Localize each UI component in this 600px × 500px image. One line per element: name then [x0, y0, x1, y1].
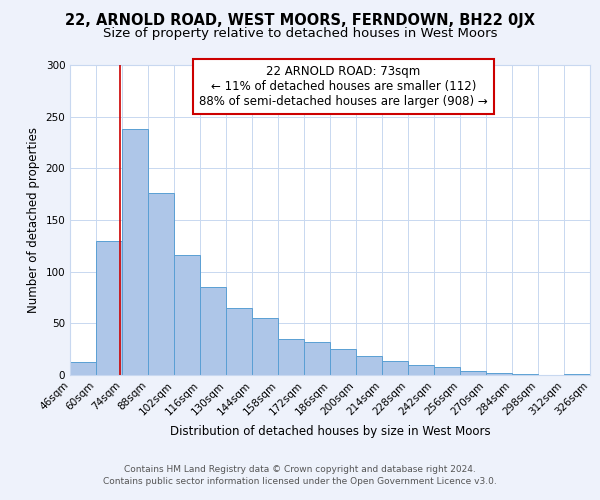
Bar [330, 349, 356, 375]
Bar [460, 371, 487, 375]
Bar [565, 374, 590, 375]
X-axis label: Distribution of detached houses by size in West Moors: Distribution of detached houses by size … [170, 425, 491, 438]
Bar [174, 255, 200, 375]
Bar [148, 193, 174, 375]
Bar [487, 373, 512, 375]
Bar [278, 339, 304, 375]
Text: Contains public sector information licensed under the Open Government Licence v3: Contains public sector information licen… [103, 477, 497, 486]
Text: 22 ARNOLD ROAD: 73sqm
← 11% of detached houses are smaller (112)
88% of semi-det: 22 ARNOLD ROAD: 73sqm ← 11% of detached … [199, 65, 488, 108]
Y-axis label: Number of detached properties: Number of detached properties [27, 127, 40, 313]
Bar [409, 364, 434, 375]
Bar [70, 362, 96, 375]
Bar [96, 240, 122, 375]
Bar [356, 356, 382, 375]
Text: Contains HM Land Registry data © Crown copyright and database right 2024.: Contains HM Land Registry data © Crown c… [124, 465, 476, 474]
Bar [252, 318, 278, 375]
Bar [512, 374, 538, 375]
Bar [200, 287, 226, 375]
Bar [434, 366, 460, 375]
Bar [226, 308, 252, 375]
Bar [304, 342, 330, 375]
Text: 22, ARNOLD ROAD, WEST MOORS, FERNDOWN, BH22 0JX: 22, ARNOLD ROAD, WEST MOORS, FERNDOWN, B… [65, 12, 535, 28]
Bar [122, 129, 148, 375]
Bar [382, 360, 409, 375]
Text: Size of property relative to detached houses in West Moors: Size of property relative to detached ho… [103, 28, 497, 40]
